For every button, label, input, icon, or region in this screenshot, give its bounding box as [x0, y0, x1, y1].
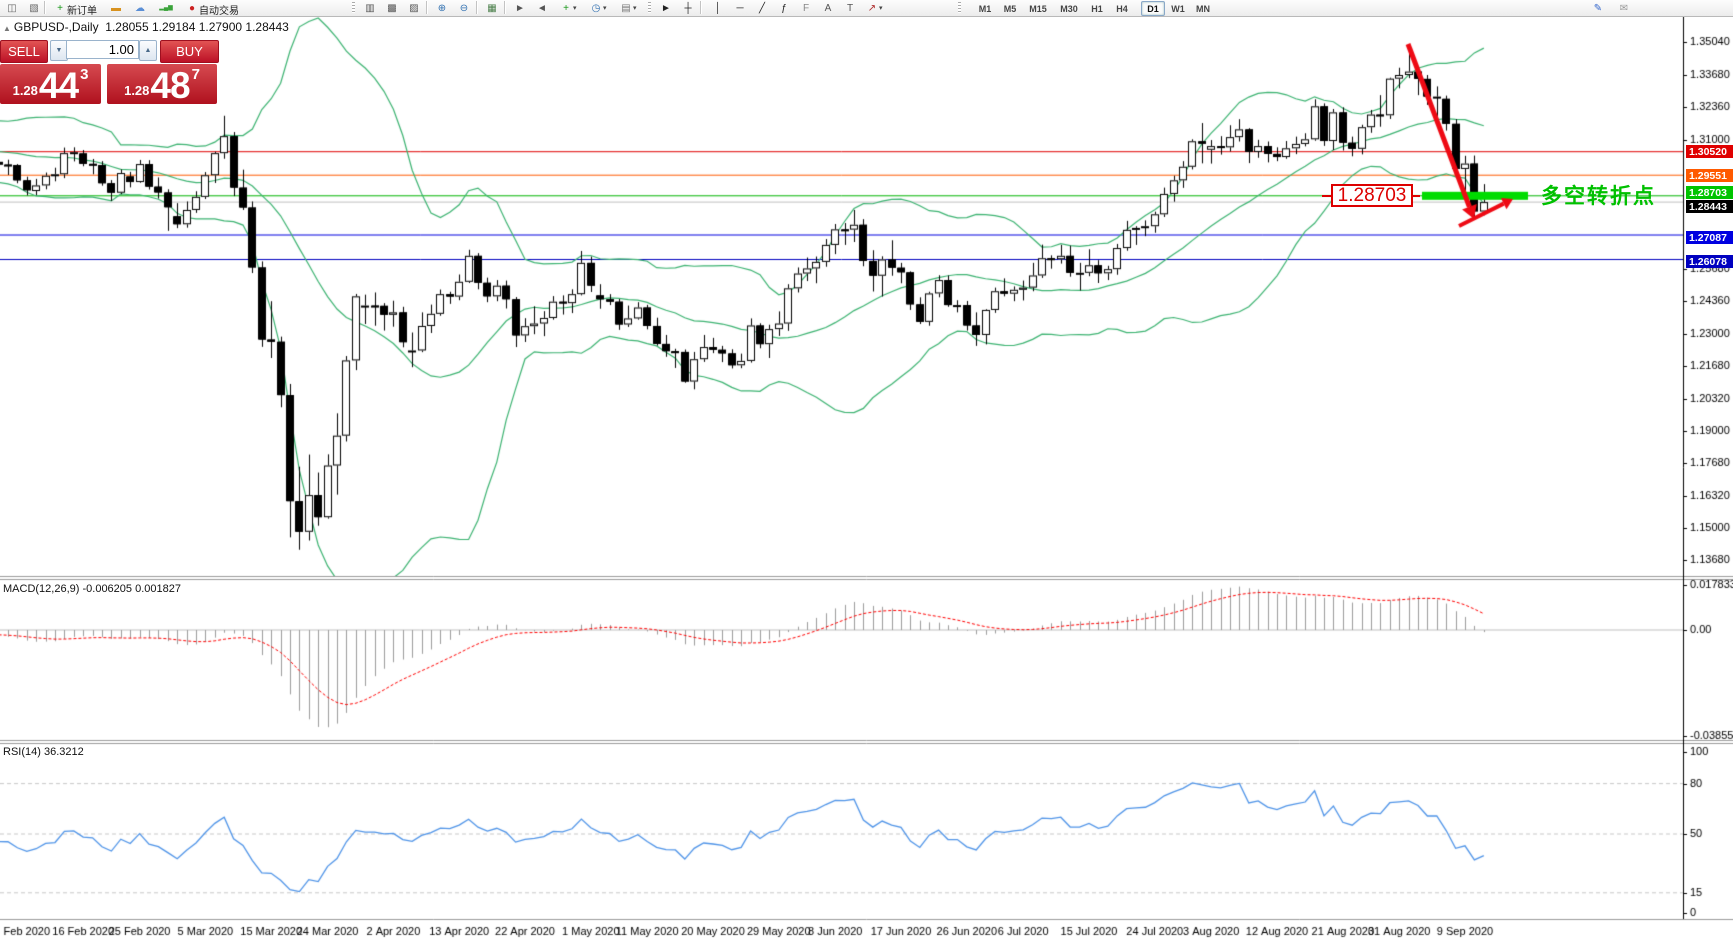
templates-icon[interactable]: ▤ [621, 3, 631, 14]
toolbar: ◫ ▧ + 新订单 ▬ ☁ ▂▄▆ ● 自动交易 ▥ ▩ ▨ ⊕ ⊖ ▦ ► ◄ ▾ + ▾ ◷ ▾ ▤ ► ┼ │ ─ ╱ ƒ F A T ▾… [0, 0, 1733, 17]
timeframe-button-m1[interactable]: M1 [978, 3, 992, 14]
toolbar-grip[interactable] [958, 2, 961, 13]
periods-icon[interactable]: ◷ [591, 3, 601, 14]
buy-price-tile[interactable]: 1.28 48 7 [107, 64, 217, 104]
timeframe-button-m30[interactable]: M30 [1060, 3, 1078, 14]
zoom-in-icon[interactable]: ⊕ [437, 3, 447, 14]
new-order-label[interactable]: 新订单 [67, 6, 97, 17]
price-badge-1.26078: 1.26078 [1686, 255, 1733, 268]
chart-bars-mode-icon[interactable]: ▥ [365, 3, 375, 14]
autotrade-icon[interactable]: ● [188, 3, 196, 14]
horizontal-line-icon[interactable]: ─ [736, 3, 744, 14]
buy-button[interactable]: BUY [160, 40, 219, 63]
auto-scroll-icon[interactable]: ► [515, 3, 525, 14]
rsi-value: 36.3212 [43, 746, 84, 758]
price-badge-1.28703: 1.28703 [1686, 186, 1733, 199]
macd-label: MACD(12,26,9) -0.006205 0.001827 [3, 583, 181, 595]
chart-line-mode-icon[interactable]: ▨ [409, 3, 419, 14]
price-badge-1.28443: 1.28443 [1686, 200, 1733, 213]
timeframe-button-h4[interactable]: H4 [1116, 3, 1128, 14]
pen-icon[interactable]: ✎ [1593, 3, 1603, 14]
text-icon[interactable]: A [824, 3, 832, 14]
timeframe-button-m15[interactable]: M15 [1029, 3, 1047, 14]
toolbar-separator [504, 1, 506, 14]
chart-candles-mode-icon[interactable]: ▩ [387, 3, 397, 14]
new-chart-icon[interactable]: ◫ [7, 3, 17, 14]
timeframe-button-mn[interactable]: MN [1196, 3, 1210, 14]
volume-input[interactable] [66, 40, 139, 59]
gold-icon[interactable]: ▬ [111, 3, 121, 14]
add-indicator-icon[interactable]: + [563, 3, 569, 14]
new-order-icon[interactable]: + [57, 3, 63, 14]
timeframe-button-m5[interactable]: M5 [1003, 3, 1017, 14]
channel-icon[interactable]: F [802, 3, 810, 14]
price-callout[interactable]: 1.28703 [1322, 184, 1420, 207]
autotrade-label[interactable]: 自动交易 [199, 6, 239, 17]
cursor-icon[interactable]: ► [661, 3, 671, 14]
vertical-line-icon[interactable]: │ [714, 3, 722, 14]
add-indicator-dropdown-icon[interactable]: ▾ [573, 5, 577, 12]
profile-preview-icon[interactable]: ▧ [29, 3, 39, 14]
timeframe-button-w1[interactable]: W1 [1171, 3, 1185, 14]
fibonacci-icon[interactable]: ƒ [781, 3, 787, 14]
toolbar-separator [700, 1, 702, 14]
tile-windows-icon[interactable]: ▦ [487, 3, 497, 14]
toolbar-separator [44, 1, 46, 14]
sell-price-big: 44 [38, 65, 79, 106]
toolbar-grip[interactable] [352, 2, 355, 13]
arrows-dropdown-icon[interactable]: ▾ [879, 5, 883, 12]
annotation-note[interactable]: 多空转折点 [1541, 184, 1656, 208]
chart-title: ▲ GBPUSD-,Daily 1.28055 1.29184 1.27900 1… [3, 20, 289, 34]
chat-icon[interactable]: ✉ [1619, 3, 1629, 14]
timeframe-button-d1[interactable]: D1 [1141, 1, 1165, 16]
timeframe-button-h1[interactable]: H1 [1091, 3, 1103, 14]
toolbar-grip[interactable] [648, 2, 651, 13]
signal-icon[interactable]: ▂▄▆ [159, 5, 173, 11]
toolbar-separator [426, 1, 428, 14]
sell-price-sup: 3 [80, 66, 89, 83]
text-label-icon[interactable]: T [846, 3, 854, 14]
buy-price-sup: 7 [191, 66, 200, 83]
volume-increase-button[interactable]: ▲ [139, 40, 157, 61]
ohlc-values: 1.28055 1.29184 1.27900 1.28443 [105, 20, 289, 34]
toolbar-separator [476, 1, 478, 14]
symbol-period: GBPUSD-,Daily [13, 20, 99, 34]
buy-price-prefix: 1.28 [124, 83, 150, 98]
buy-price-big: 48 [150, 65, 190, 106]
macd-values: -0.006205 0.001827 [82, 583, 181, 595]
cloud-icon[interactable]: ☁ [135, 3, 145, 14]
sell-button[interactable]: SELL [0, 40, 48, 63]
arrows-icon[interactable]: ↗ [867, 3, 877, 14]
sell-price-prefix: 1.28 [12, 83, 38, 98]
trendline-icon[interactable]: ╱ [758, 3, 766, 14]
zoom-out-icon[interactable]: ⊖ [459, 3, 469, 14]
periods-dropdown-icon[interactable]: ▾ [603, 5, 607, 12]
rsi-label: RSI(14) 36.3212 [3, 746, 84, 758]
crosshair-icon[interactable]: ┼ [684, 3, 692, 14]
price-badge-1.29551: 1.29551 [1686, 169, 1733, 182]
chart-shift-icon[interactable]: ◄ [537, 3, 547, 14]
templates-dropdown-icon[interactable]: ▾ [633, 5, 637, 12]
sell-price-tile[interactable]: 1.28 44 3 [0, 64, 101, 104]
symbol-icon: ▲ [3, 24, 11, 33]
price-badge-1.27087: 1.27087 [1686, 231, 1733, 244]
price-badge-1.30520: 1.30520 [1686, 145, 1733, 158]
